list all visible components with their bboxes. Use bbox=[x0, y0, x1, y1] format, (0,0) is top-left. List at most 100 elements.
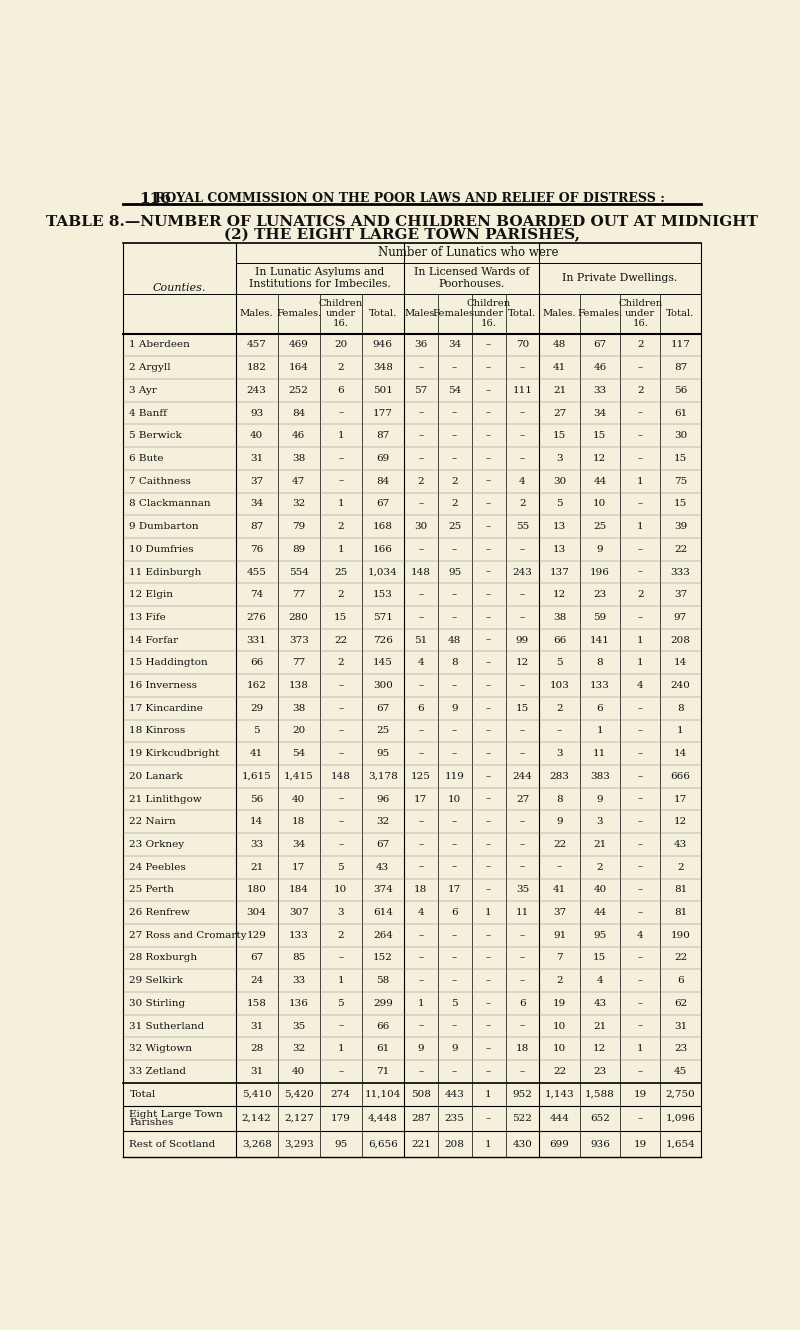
Text: 67: 67 bbox=[376, 841, 390, 849]
Text: –: – bbox=[452, 591, 458, 600]
Text: 12 Elgin: 12 Elgin bbox=[130, 591, 174, 600]
Text: 6: 6 bbox=[519, 999, 526, 1008]
Text: 15: 15 bbox=[334, 613, 347, 622]
Text: –: – bbox=[520, 363, 525, 372]
Text: 3: 3 bbox=[556, 454, 563, 463]
Text: –: – bbox=[338, 726, 343, 735]
Text: 66: 66 bbox=[553, 636, 566, 645]
Text: 57: 57 bbox=[414, 386, 427, 395]
Text: 6: 6 bbox=[338, 386, 344, 395]
Text: 12: 12 bbox=[553, 591, 566, 600]
Text: 12: 12 bbox=[594, 454, 606, 463]
Text: 3: 3 bbox=[556, 749, 563, 758]
Text: 7: 7 bbox=[556, 954, 563, 963]
Text: 38: 38 bbox=[553, 613, 566, 622]
Text: 571: 571 bbox=[373, 613, 393, 622]
Text: –: – bbox=[486, 954, 491, 963]
Text: –: – bbox=[638, 568, 643, 576]
Text: 81: 81 bbox=[674, 886, 687, 894]
Text: 16 Inverness: 16 Inverness bbox=[130, 681, 198, 690]
Text: 40: 40 bbox=[292, 794, 306, 803]
Text: 1,615: 1,615 bbox=[242, 771, 271, 781]
Text: 22 Nairn: 22 Nairn bbox=[130, 817, 176, 826]
Text: 18 Kinross: 18 Kinross bbox=[130, 726, 186, 735]
Text: –: – bbox=[486, 886, 491, 894]
Text: 133: 133 bbox=[289, 931, 309, 940]
Text: 77: 77 bbox=[292, 658, 306, 668]
Text: 19 Kirkcudbright: 19 Kirkcudbright bbox=[130, 749, 220, 758]
Text: 137: 137 bbox=[550, 568, 570, 576]
Text: 15: 15 bbox=[594, 954, 606, 963]
Text: 4,448: 4,448 bbox=[368, 1115, 398, 1123]
Text: –: – bbox=[638, 545, 643, 553]
Text: 280: 280 bbox=[289, 613, 309, 622]
Text: –: – bbox=[418, 499, 423, 508]
Text: 10: 10 bbox=[553, 1021, 566, 1031]
Text: 67: 67 bbox=[376, 499, 390, 508]
Text: –: – bbox=[520, 1021, 525, 1031]
Text: 38: 38 bbox=[292, 454, 306, 463]
Text: 666: 666 bbox=[670, 771, 690, 781]
Text: 19: 19 bbox=[634, 1140, 646, 1149]
Text: 17: 17 bbox=[414, 794, 427, 803]
Text: 177: 177 bbox=[373, 408, 393, 418]
Text: 129: 129 bbox=[246, 931, 266, 940]
Text: –: – bbox=[418, 954, 423, 963]
Text: 10: 10 bbox=[553, 1044, 566, 1053]
Text: In Lunatic Asylums and
Institutions for Imbeciles.: In Lunatic Asylums and Institutions for … bbox=[249, 267, 390, 289]
Text: 299: 299 bbox=[373, 999, 393, 1008]
Text: –: – bbox=[638, 771, 643, 781]
Text: Females.: Females. bbox=[578, 309, 622, 318]
Text: 25: 25 bbox=[334, 568, 347, 576]
Text: 5,410: 5,410 bbox=[242, 1089, 271, 1099]
Text: 2: 2 bbox=[556, 976, 563, 986]
Text: –: – bbox=[418, 931, 423, 940]
Text: 66: 66 bbox=[250, 658, 263, 668]
Text: 5: 5 bbox=[338, 863, 344, 871]
Text: –: – bbox=[486, 681, 491, 690]
Text: 20: 20 bbox=[292, 726, 306, 735]
Text: –: – bbox=[486, 1044, 491, 1053]
Text: 51: 51 bbox=[414, 636, 427, 645]
Text: 45: 45 bbox=[674, 1067, 687, 1076]
Text: 1: 1 bbox=[637, 523, 643, 531]
Text: 1: 1 bbox=[486, 1089, 492, 1099]
Text: –: – bbox=[520, 545, 525, 553]
Text: 33: 33 bbox=[250, 841, 263, 849]
Text: 40: 40 bbox=[594, 886, 606, 894]
Text: 34: 34 bbox=[594, 408, 606, 418]
Text: 91: 91 bbox=[553, 931, 566, 940]
Text: 2: 2 bbox=[637, 386, 643, 395]
Text: –: – bbox=[452, 749, 458, 758]
Text: –: – bbox=[486, 568, 491, 576]
Text: –: – bbox=[418, 841, 423, 849]
Text: 1: 1 bbox=[338, 976, 344, 986]
Text: –: – bbox=[557, 726, 562, 735]
Text: 99: 99 bbox=[516, 636, 529, 645]
Text: 40: 40 bbox=[250, 431, 263, 440]
Text: –: – bbox=[452, 431, 458, 440]
Text: 9: 9 bbox=[597, 545, 603, 553]
Text: 22: 22 bbox=[674, 954, 687, 963]
Text: 3,293: 3,293 bbox=[284, 1140, 314, 1149]
Text: 2: 2 bbox=[338, 931, 344, 940]
Text: –: – bbox=[452, 545, 458, 553]
Text: 244: 244 bbox=[513, 771, 533, 781]
Text: –: – bbox=[418, 545, 423, 553]
Text: 85: 85 bbox=[292, 954, 306, 963]
Text: –: – bbox=[486, 340, 491, 350]
Text: 8: 8 bbox=[597, 658, 603, 668]
Text: 6: 6 bbox=[677, 976, 684, 986]
Text: –: – bbox=[338, 681, 343, 690]
Text: 22: 22 bbox=[553, 841, 566, 849]
Text: 48: 48 bbox=[553, 340, 566, 350]
Text: 4: 4 bbox=[418, 908, 424, 918]
Text: –: – bbox=[638, 976, 643, 986]
Text: 70: 70 bbox=[516, 340, 529, 350]
Text: –: – bbox=[486, 771, 491, 781]
Text: 32: 32 bbox=[292, 1044, 306, 1053]
Text: 2: 2 bbox=[637, 591, 643, 600]
Text: –: – bbox=[452, 681, 458, 690]
Text: 29: 29 bbox=[250, 704, 263, 713]
Text: 14: 14 bbox=[674, 749, 687, 758]
